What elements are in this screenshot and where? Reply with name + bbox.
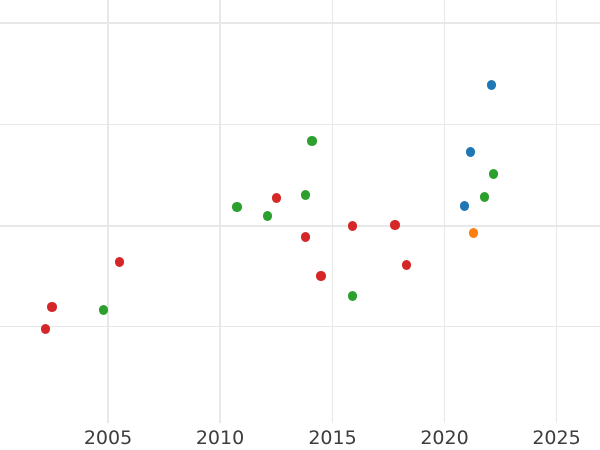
data-point-red — [316, 271, 326, 281]
data-point-orange — [468, 228, 479, 238]
x-gridline — [443, 0, 446, 423]
data-point-green — [232, 202, 242, 212]
data-point-red — [114, 257, 124, 267]
y-gridline — [0, 22, 600, 24]
data-point-red — [347, 221, 358, 231]
data-point-green — [262, 211, 272, 221]
data-point-red — [390, 220, 400, 230]
x-tick-label: 2015 — [308, 427, 357, 449]
data-point-red — [300, 232, 310, 242]
data-point-green — [300, 190, 310, 200]
y-gridline — [0, 225, 600, 227]
x-tick-label: 2025 — [532, 427, 581, 449]
x-gridline — [107, 0, 109, 423]
x-gridline — [219, 0, 221, 423]
data-point-red — [40, 324, 50, 334]
data-point-green — [307, 136, 317, 146]
x-tick-label: 2005 — [83, 427, 133, 449]
data-point-blue — [459, 201, 470, 211]
data-point-blue — [465, 147, 475, 157]
data-point-green — [98, 305, 109, 315]
data-point-red — [47, 302, 57, 312]
data-point-red — [271, 193, 281, 203]
x-gridline — [331, 0, 334, 423]
data-point-green — [489, 169, 499, 179]
y-gridline — [0, 325, 600, 328]
data-point-red — [401, 260, 411, 270]
x-tick-label: 2010 — [195, 427, 245, 449]
data-point-green — [480, 192, 490, 202]
y-gridline — [0, 123, 600, 126]
data-point-green — [347, 291, 358, 301]
data-point-blue — [486, 80, 497, 90]
x-gridline — [555, 0, 558, 423]
x-tick-label: 2020 — [420, 427, 469, 449]
